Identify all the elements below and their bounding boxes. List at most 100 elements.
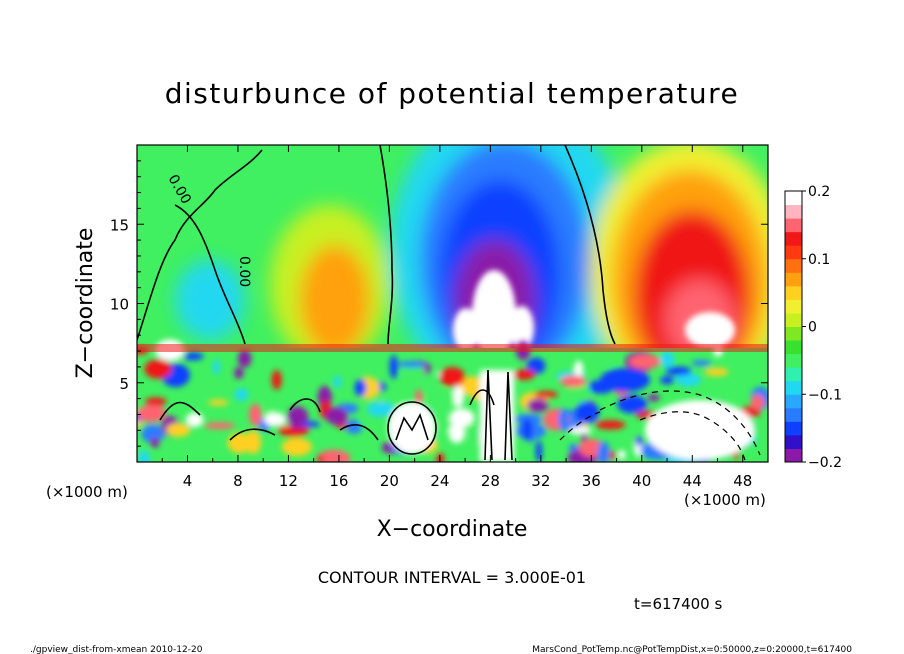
x-tick-label: 12 — [279, 472, 298, 490]
colorbar-step — [785, 272, 802, 287]
contour-trough-left — [484, 369, 513, 461]
turbulence-patch — [574, 360, 584, 378]
turbulence-patch — [580, 433, 587, 441]
turbulence-patch — [415, 389, 423, 406]
x-tick-label: 44 — [683, 472, 702, 490]
x-axis: 4 8 12 16 20 24 28 32 36 40 44 48 — [161, 145, 752, 490]
turbulence-patch — [204, 422, 235, 430]
contour-negative-3 — [559, 411, 601, 441]
turbulence-patch — [512, 369, 536, 381]
turbulence-patch — [212, 359, 220, 375]
turbulence-patch — [660, 350, 675, 368]
turbulence-patch — [237, 349, 252, 368]
x-axis-label: X−coordinate — [377, 517, 528, 542]
turbulence-patch — [558, 408, 569, 431]
plume-warm-white — [685, 312, 735, 348]
turbulence-patch — [526, 357, 546, 375]
turbulence-patch — [660, 376, 675, 385]
x-unit-left: (×1000 m) — [46, 483, 128, 501]
plume-center — [472, 270, 516, 360]
chart-title: disturbunce of potential temperature — [165, 77, 740, 110]
turbulence-patch — [468, 425, 480, 446]
colorbar-step — [785, 204, 802, 219]
colorbar-step — [785, 245, 802, 260]
turbulence-patch — [449, 408, 475, 427]
colorbar-step — [785, 407, 802, 422]
plot-area: 0.00 0.00 — [137, 145, 768, 462]
turbulence-patch — [316, 455, 324, 462]
colorbar-step — [785, 299, 802, 314]
turbulence-patch — [426, 388, 455, 409]
turbulence-patch — [354, 379, 367, 397]
turbulence-patch — [617, 450, 626, 460]
colorbar-step — [785, 285, 802, 300]
contour-zero-left — [137, 149, 263, 341]
contour-dome — [387, 401, 437, 455]
turbulence-patch — [750, 394, 765, 411]
contour-zero-turbulent — [159, 389, 495, 441]
y-tick-label: 5 — [119, 375, 129, 393]
x-tick-label: 24 — [430, 472, 449, 490]
turbulence-patch — [345, 419, 363, 434]
colorbar-step — [785, 258, 802, 273]
contour-lines — [137, 145, 616, 461]
colorbar-tick-label: −0.1 — [808, 387, 842, 403]
x-tick-label: 16 — [329, 472, 348, 490]
turbulence-patch — [138, 450, 151, 462]
inversion-band — [137, 344, 768, 352]
colorbar-tick-label: 0.1 — [808, 252, 830, 268]
turbulence-patch — [144, 359, 172, 379]
colorbar-tick-label: 0.2 — [808, 184, 830, 200]
turbulence-patch — [249, 403, 262, 426]
turbulence-patch — [527, 398, 549, 413]
turbulence-patch — [186, 412, 204, 427]
y-axis-label: Z−coordinate — [73, 228, 98, 379]
turbulence-patch — [704, 367, 729, 377]
turbulence-patch — [647, 394, 660, 402]
turbulence-patch — [617, 395, 648, 414]
contour-zero-mid-right — [564, 145, 616, 345]
colorbar-step — [785, 191, 802, 206]
turbulence-patch — [183, 352, 204, 361]
colorbar-step — [785, 340, 802, 355]
contour-negative-2 — [639, 411, 746, 461]
turbulence-patch — [439, 367, 466, 387]
turbulence-patch — [635, 436, 643, 447]
turbulence-patch — [628, 354, 661, 369]
colorbar-step — [785, 380, 802, 395]
turbulence-patch — [150, 437, 160, 448]
x-unit-right: (×1000 m) — [684, 491, 766, 509]
turbulence-patch — [301, 421, 321, 428]
turbulence-patch — [208, 399, 229, 406]
colorbar: 0.2 0.1 0 −0.1 −0.2 — [784, 184, 842, 471]
turbulence-patch — [325, 407, 348, 425]
negative-contours — [559, 390, 761, 461]
colorbar-step — [785, 367, 802, 382]
colorbar-step — [785, 394, 802, 409]
turbulence-patch — [389, 354, 398, 379]
white-plumes — [453, 270, 735, 360]
turbulence-cold-pool — [645, 400, 755, 460]
x-tick-label: 20 — [380, 472, 399, 490]
turbulence-patch — [245, 430, 261, 455]
field-warm-left — [300, 245, 370, 355]
turbulence-patch — [675, 372, 701, 387]
colorbar-tick-label: 0 — [808, 320, 817, 336]
turbulence-patch — [145, 397, 167, 407]
y-tick-label: 15 — [110, 216, 129, 234]
turbulence-patch — [234, 367, 244, 379]
contour-zero-mid-left — [379, 145, 394, 345]
turbulence-patch — [665, 366, 692, 376]
time-label: t=617400 s — [634, 595, 722, 613]
turbulence-patch — [602, 353, 617, 367]
turbulence-patch — [227, 432, 252, 454]
turbulence-patch — [522, 418, 533, 441]
contour-label-lower: 0.00 — [236, 256, 252, 287]
footer-left: ./gpview_dist-from-xmean 2010-12-20 — [30, 645, 203, 654]
turbulence-blue-patch — [600, 368, 650, 392]
turbulence-patch — [691, 360, 712, 366]
turbulence-patch — [534, 391, 558, 398]
plume-right — [510, 306, 534, 350]
x-tick-label: 40 — [632, 472, 651, 490]
